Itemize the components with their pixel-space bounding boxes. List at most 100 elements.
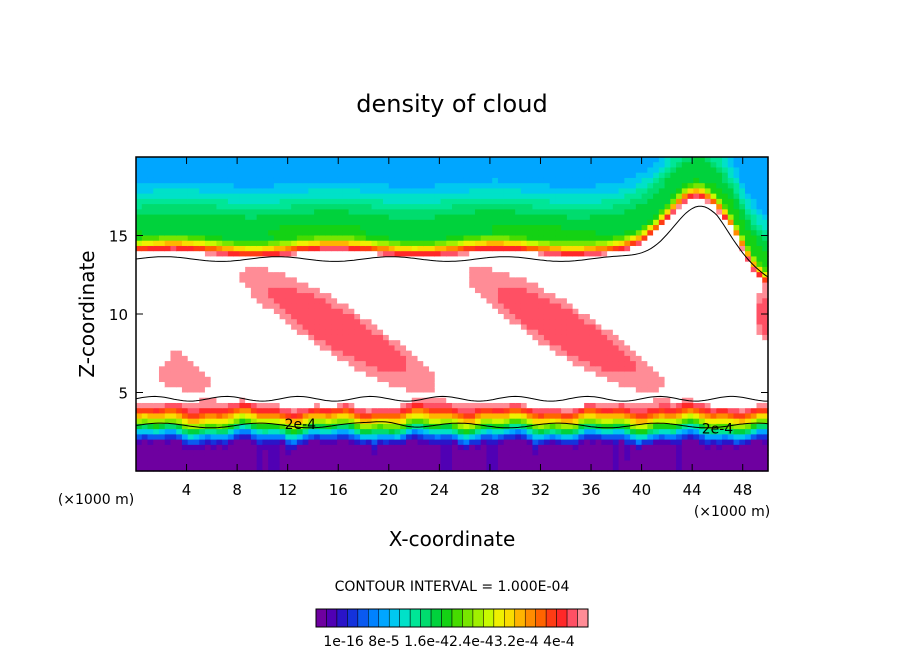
field-cell <box>199 209 206 216</box>
field-cell <box>589 230 597 237</box>
field-cell <box>239 225 246 231</box>
field-cell <box>520 219 528 226</box>
field-cell <box>141 397 149 404</box>
field-cell <box>325 277 332 284</box>
field-cell <box>210 172 218 179</box>
field-cell <box>555 324 562 331</box>
field-cell <box>383 172 390 179</box>
field-cell <box>526 434 534 441</box>
field-cell <box>486 230 493 237</box>
field-cell <box>158 240 166 247</box>
field-cell <box>578 272 585 278</box>
field-cell <box>520 193 528 200</box>
field-cell <box>589 293 597 299</box>
field-cell <box>325 303 332 310</box>
field-cell <box>279 423 286 430</box>
field-cell <box>463 392 470 399</box>
field-cell <box>302 251 309 258</box>
field-cell <box>561 298 568 305</box>
field-cell <box>268 183 275 189</box>
field-cell <box>595 402 602 409</box>
field-cell <box>400 423 407 430</box>
field-cell <box>325 219 332 226</box>
field-cell <box>492 418 499 425</box>
field-cell <box>595 397 602 404</box>
field-cell <box>245 402 252 409</box>
field-cell <box>216 324 223 331</box>
field-cell <box>291 293 298 299</box>
field-cell <box>348 397 355 404</box>
field-cell <box>360 402 367 409</box>
field-cell <box>457 455 465 462</box>
field-cell <box>463 298 470 305</box>
field-cell <box>216 183 223 189</box>
field-cell <box>302 188 309 195</box>
field-cell <box>417 402 424 409</box>
field-cell <box>394 235 401 242</box>
field-cell <box>250 444 258 451</box>
field-cell <box>291 209 298 216</box>
field-cell <box>371 434 378 441</box>
field-cell <box>268 366 275 373</box>
field-cell <box>273 371 281 378</box>
field-cell <box>371 235 378 242</box>
field-cell <box>331 266 338 273</box>
field-cell <box>601 450 608 456</box>
field-cell <box>158 177 166 184</box>
field-cell <box>549 293 557 299</box>
field-cell <box>497 329 505 336</box>
field-cell <box>406 450 413 456</box>
field-cell <box>607 455 614 462</box>
field-cell <box>572 350 579 357</box>
field-cell <box>331 298 338 305</box>
field-cell <box>463 272 470 278</box>
field-cell <box>331 157 338 163</box>
field-cell <box>555 198 562 205</box>
field-cell <box>342 455 350 462</box>
field-cell <box>371 465 378 472</box>
field-cell <box>331 429 338 435</box>
field-cell <box>250 214 258 221</box>
field-cell <box>233 387 241 394</box>
field-cell <box>147 282 154 289</box>
field-cell <box>279 434 286 441</box>
field-cell <box>423 402 430 409</box>
field-cell <box>411 413 419 420</box>
field-cell <box>325 429 332 435</box>
field-cell <box>210 329 218 336</box>
field-cell <box>250 418 258 425</box>
field-cell <box>136 261 143 268</box>
field-cell <box>411 329 419 336</box>
field-cell <box>199 345 206 352</box>
field-cell <box>457 261 465 268</box>
field-cell <box>480 371 488 378</box>
field-cell <box>239 324 246 331</box>
field-cell <box>176 334 183 341</box>
field-cell <box>549 167 557 174</box>
field-cell <box>325 324 332 331</box>
field-cell <box>371 245 378 252</box>
field-cell <box>285 261 292 268</box>
field-cell <box>446 429 453 435</box>
field-cell <box>273 193 281 200</box>
field-cell <box>417 162 424 169</box>
field-cell <box>296 413 304 420</box>
field-cell <box>325 245 332 252</box>
field-cell <box>216 439 223 446</box>
field-cell <box>262 204 269 210</box>
field-cell <box>233 298 241 305</box>
field-cell <box>147 450 154 456</box>
field-cell <box>377 298 384 305</box>
field-cell <box>388 382 396 388</box>
field-cell <box>371 324 378 331</box>
field-cell <box>423 287 430 294</box>
field-cell <box>503 209 511 216</box>
field-cell <box>296 219 304 226</box>
field-cell <box>210 266 218 273</box>
field-cell <box>497 235 505 242</box>
field-cell <box>417 167 424 174</box>
field-cell <box>170 172 177 179</box>
field-cell <box>222 240 229 247</box>
field-cell <box>342 429 350 435</box>
field-cell <box>256 450 263 456</box>
